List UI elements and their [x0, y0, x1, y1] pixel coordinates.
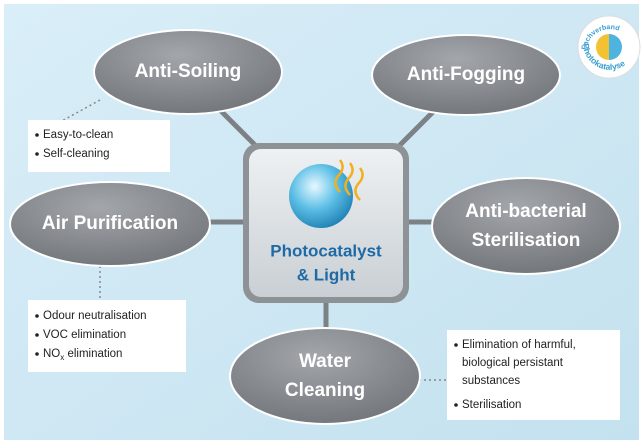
node-ellipse [230, 328, 420, 424]
note-text: NO [43, 348, 60, 360]
node-label: Air Purification [42, 213, 178, 234]
center-box: Photocatalyst & Light [243, 143, 409, 303]
note-text: elimination [64, 348, 122, 360]
note-item: biological persistant [462, 357, 564, 369]
center-label: & Light [297, 265, 356, 284]
node-label: Anti-Soiling [135, 61, 242, 82]
note-item: Odour neutralisation [43, 310, 147, 322]
logo: Fachverband Photokatalyse [578, 16, 640, 78]
node-label: Cleaning [285, 380, 365, 401]
node-label: Sterilisation [472, 230, 581, 251]
note-item: Self-cleaning [43, 148, 109, 160]
note-box: Elimination of harmful, biological persi… [447, 330, 620, 420]
note-box: Odour neutralisation VOC elimination NOx… [28, 300, 186, 372]
diagram: Photocatalyst & Light Anti-Soiling Anti-… [0, 0, 643, 444]
note-item: substances [462, 375, 520, 387]
note-item: NOx elimination [43, 348, 122, 362]
note-item: Elimination of harmful, [462, 339, 576, 351]
node-label: Anti-Fogging [407, 64, 525, 85]
note-item: VOC elimination [43, 329, 126, 341]
sphere [289, 164, 353, 228]
center-label: Photocatalyst [270, 241, 382, 260]
note-box: Easy-to-clean Self-cleaning [28, 120, 170, 172]
node-ellipse [432, 178, 620, 274]
note-item: Sterilisation [462, 399, 521, 411]
note-item: Easy-to-clean [43, 129, 113, 141]
node-label: Anti-bacterial [465, 201, 586, 222]
node-label: Water [299, 351, 352, 372]
